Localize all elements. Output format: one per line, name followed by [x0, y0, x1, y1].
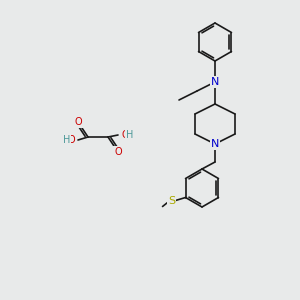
Text: O: O [114, 147, 122, 157]
Text: O: O [68, 135, 75, 145]
Text: H: H [63, 135, 70, 145]
Text: O: O [121, 130, 129, 140]
Text: N: N [211, 139, 219, 149]
Text: N: N [211, 77, 219, 87]
Text: O: O [74, 117, 82, 127]
Text: H: H [126, 130, 134, 140]
Text: S: S [168, 196, 175, 206]
